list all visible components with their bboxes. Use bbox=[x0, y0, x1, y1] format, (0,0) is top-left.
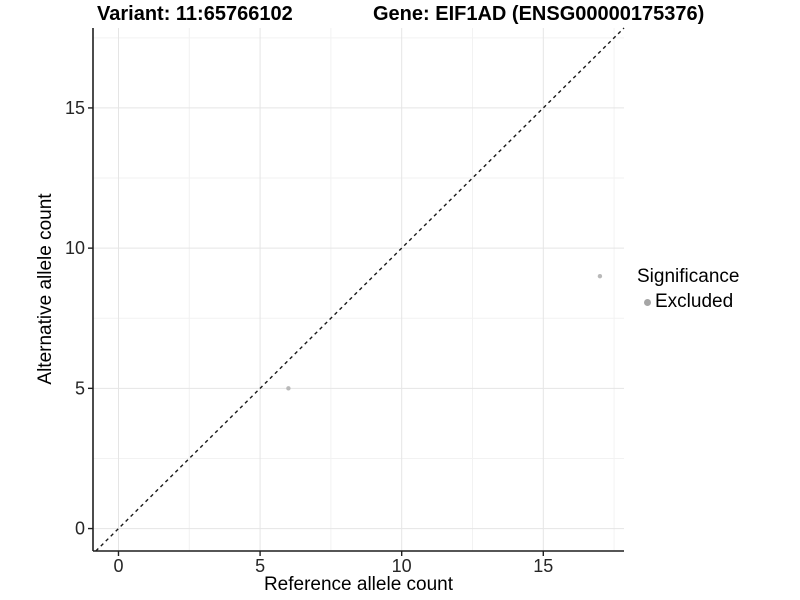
y-tick-label: 15 bbox=[65, 98, 85, 118]
legend-title: Significance bbox=[637, 266, 740, 287]
legend-item-excluded: Excluded bbox=[637, 291, 739, 313]
data-point bbox=[597, 273, 603, 279]
identity-line bbox=[95, 27, 625, 552]
legend-circle-icon bbox=[644, 298, 651, 306]
y-tick-label: 0 bbox=[75, 519, 85, 539]
y-axis-title: Alternative allele count bbox=[35, 193, 56, 385]
x-tick-label: 15 bbox=[533, 556, 553, 576]
legend-item-label: Excluded bbox=[655, 291, 734, 312]
x-tick-label: 10 bbox=[392, 556, 412, 576]
x-tick-label: 0 bbox=[113, 556, 123, 576]
x-tick-label: 5 bbox=[255, 556, 265, 576]
variant-title: Variant: 11:65766102 bbox=[97, 3, 293, 25]
gene-title: Gene: EIF1AD (ENSG00000175376) bbox=[373, 3, 705, 25]
y-tick-label: 10 bbox=[65, 238, 85, 258]
data-point bbox=[286, 386, 291, 391]
legend: Significance Excluded bbox=[637, 266, 739, 313]
y-tick-label: 5 bbox=[75, 378, 85, 398]
x-axis-title: Reference allele count bbox=[263, 574, 454, 595]
